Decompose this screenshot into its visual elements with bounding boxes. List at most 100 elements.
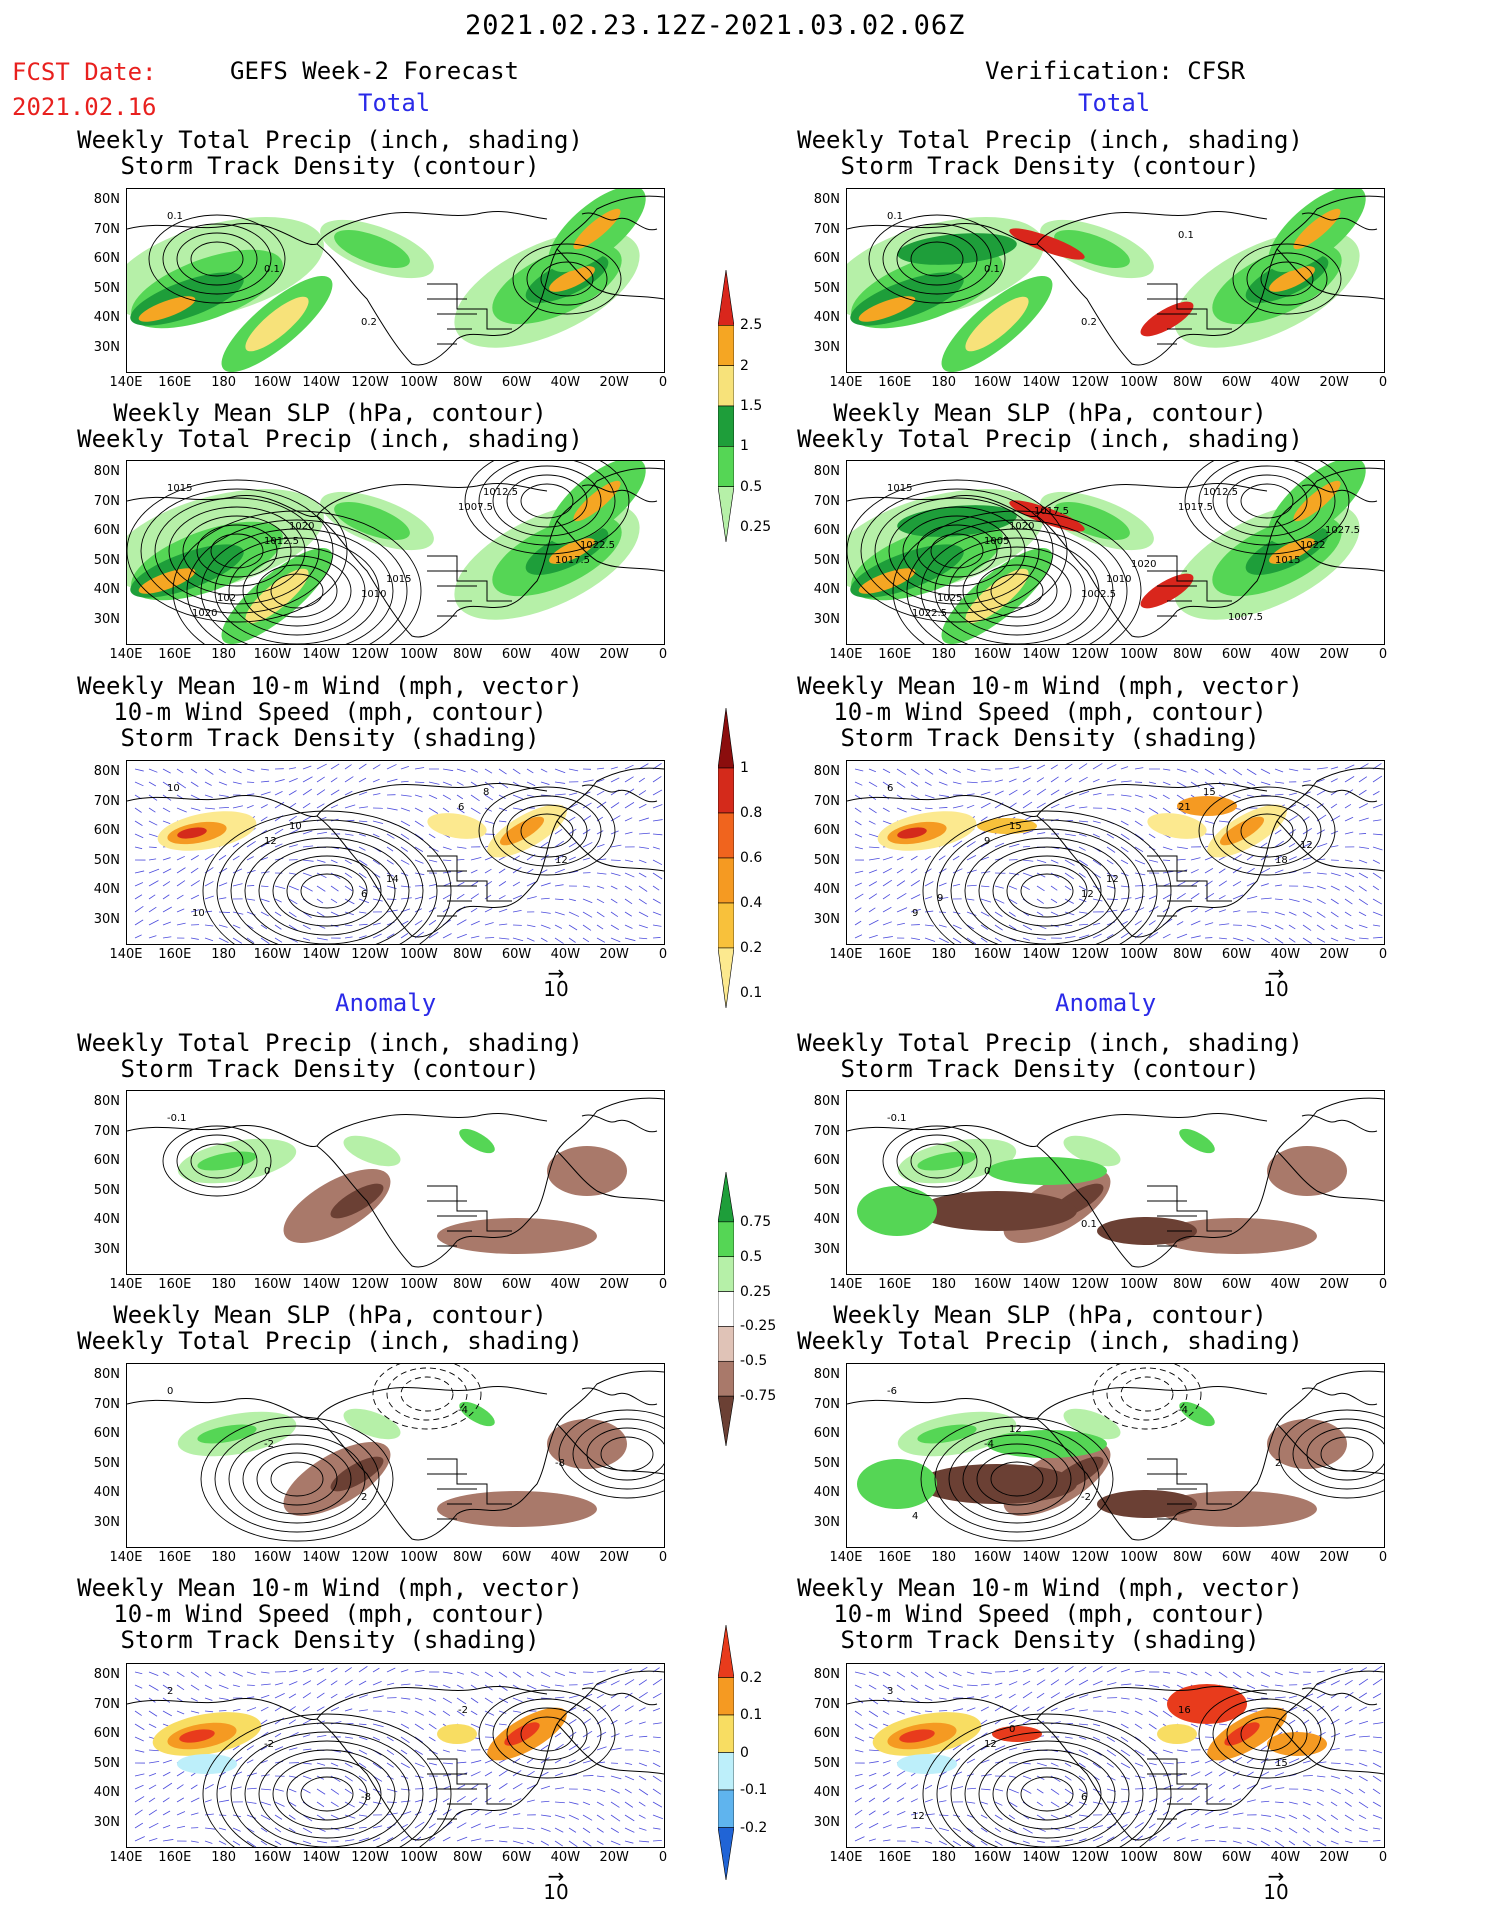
lon-label: 0 — [1378, 647, 1388, 662]
lon-label: 80W — [1173, 1277, 1203, 1292]
colorbar-label: 2.5 — [740, 317, 763, 334]
contour-label: -4 — [1178, 1405, 1188, 1416]
lon-label: 140E — [109, 947, 143, 962]
colorbar-swatch — [717, 1326, 735, 1362]
lat-label: 80N — [93, 192, 120, 207]
colorbar-storm-anomaly — [717, 1624, 735, 1881]
lon-label: 160W — [253, 947, 292, 962]
lon-label: 160E — [158, 375, 192, 390]
lon-label: 140W — [1022, 947, 1061, 962]
contour-label: -2 — [264, 1439, 274, 1450]
contour-label: 10 — [192, 908, 205, 919]
contour-label: 12 — [1009, 1424, 1022, 1435]
contour-label: 6 — [887, 783, 893, 794]
lon-label: 140E — [109, 375, 143, 390]
lon-label: 140W — [1022, 647, 1061, 662]
lon-label: 180 — [931, 947, 957, 962]
lat-label: 30N — [813, 1241, 840, 1257]
contour-label: 15 — [1275, 1758, 1288, 1769]
contour-label: 1012.5 — [264, 536, 299, 547]
lon-label: 120W — [1071, 947, 1109, 962]
colorbar-swatch — [717, 1360, 735, 1397]
contour-label: 10 — [289, 821, 302, 832]
contour-label: 102 — [217, 593, 236, 604]
colorbar-label: 1 — [740, 438, 749, 455]
lon-label: 120W — [1071, 375, 1109, 390]
contour-label: 1007.5 — [1228, 612, 1263, 623]
lat-label: 80N — [93, 764, 120, 779]
colorbar-swatch — [717, 947, 735, 1009]
vector-ref-label: 10 — [1263, 977, 1289, 1001]
contour-label: 0 — [264, 1166, 270, 1177]
colorbar-label: -0.75 — [740, 1388, 777, 1405]
lon-label: 120W — [1071, 647, 1109, 662]
contour-label: 14 — [386, 874, 399, 885]
lon-label: 180 — [931, 1550, 957, 1565]
lon-label: 180 — [211, 1277, 237, 1292]
lat-label: 50N — [813, 1182, 840, 1198]
lon-label: 80W — [453, 647, 483, 662]
lat-label: 60N — [813, 1726, 840, 1741]
contour-label: -6 — [887, 1386, 897, 1397]
colorbar-swatch — [717, 902, 735, 949]
contour-label: 1017.5 — [555, 555, 590, 566]
lon-label: 100W — [400, 1850, 438, 1865]
lon-label: 40W — [550, 1550, 581, 1565]
lat-label: 30N — [813, 611, 840, 627]
lon-label: 0 — [1378, 1550, 1388, 1565]
lon-label: 160W — [973, 647, 1012, 662]
lon-label: 80W — [453, 1550, 483, 1565]
panel-title: Storm Track Density (contour) — [120, 152, 540, 180]
contour-label: 1022.5 — [580, 540, 615, 551]
lat-label: 70N — [93, 1696, 120, 1712]
lat-label: 70N — [93, 1396, 120, 1412]
lon-label: 60W — [501, 647, 532, 662]
vector-ref-arrow: → — [547, 1864, 565, 1888]
map-v3: 6 9 12 21 18 9 15 12 15 12 9 — [846, 760, 1385, 945]
contour-label: 9 — [937, 893, 943, 904]
contour-label: 0.1 — [1081, 1219, 1097, 1230]
panel-title: Storm Track Density (shading) — [840, 1626, 1260, 1654]
lat-label: 70N — [93, 793, 120, 809]
map-f6: 2 -2 -8 -2 — [126, 1663, 665, 1848]
lon-label: 80W — [1173, 375, 1203, 390]
forecast-title: GEFS Week-2 Forecast — [230, 57, 519, 85]
colorbar-label: 0.1 — [740, 1707, 763, 1723]
lat-label: 80N — [813, 764, 840, 779]
lat-label: 40N — [813, 582, 840, 597]
colorbar-label: 0 — [740, 1744, 749, 1761]
colorbar-label: 0.8 — [740, 805, 763, 821]
lon-label: 160W — [973, 947, 1012, 962]
panel-title: Weekly Mean 10-m Wind (mph, vector) — [797, 1574, 1303, 1602]
contour-label: 21 — [1178, 802, 1191, 813]
colorbar-swatch — [717, 405, 735, 447]
lon-label: 160E — [878, 947, 912, 962]
contour-label: 8 — [483, 787, 489, 798]
lon-label: 60W — [1221, 375, 1252, 390]
colorbar-swatch — [717, 1752, 735, 1791]
map-f4: -0.1 0 — [126, 1090, 665, 1275]
lon-label: 20W — [599, 1550, 629, 1565]
contour-label: 2 — [361, 1492, 367, 1503]
contour-label: 1015 — [386, 574, 411, 585]
panel-title: Weekly Mean 10-m Wind (mph, vector) — [77, 1574, 583, 1602]
panel-title: Weekly Total Precip (inch, shading) — [77, 1327, 583, 1355]
colorbar-label: -0.1 — [740, 1782, 768, 1798]
lat-label: 40N — [93, 582, 120, 597]
colorbar-swatch — [717, 1395, 735, 1447]
lon-label: 160W — [973, 1277, 1012, 1292]
contour-label: 0.2 — [1081, 317, 1097, 328]
contour-label: 12 — [1081, 889, 1094, 900]
lon-label: 180 — [211, 947, 237, 962]
lon-label: 160W — [973, 375, 1012, 390]
lon-label: 20W — [599, 1277, 629, 1292]
lat-label: 50N — [813, 1755, 840, 1771]
colorbar-storm-total — [717, 707, 735, 1009]
panel-title: Weekly Total Precip (inch, shading) — [797, 425, 1303, 453]
lat-label: 50N — [93, 1455, 120, 1471]
panel-title: Storm Track Density (shading) — [840, 724, 1260, 752]
panel-title: Weekly Total Precip (inch, shading) — [797, 1029, 1303, 1057]
colorbar-label: 1.5 — [740, 398, 763, 414]
lat-label: 60N — [813, 1153, 840, 1168]
lon-label: 60W — [501, 1550, 532, 1565]
